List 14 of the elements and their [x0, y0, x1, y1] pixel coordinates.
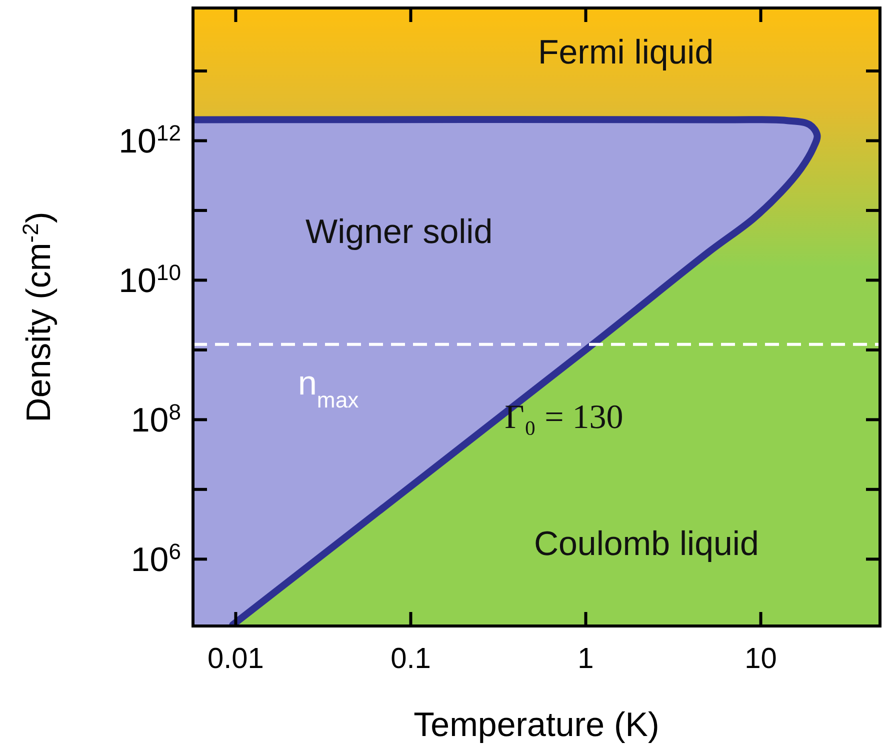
x-tick-label: 0.01 [208, 643, 264, 675]
annotation: Fermi liquid [538, 34, 714, 72]
y-tick-label: 10$^{8}$ [130, 399, 181, 440]
x-tick-label: 10 [744, 643, 777, 675]
ref-line-label: n$_{max}$ [298, 364, 359, 412]
annotation: Γ₀ = 130 [504, 399, 624, 436]
x-tick-label: 1 [578, 643, 594, 675]
y-tick-label: 10$^{6}$ [130, 538, 181, 580]
x-tick-label: 0.1 [390, 643, 431, 675]
annotation: Coulomb liquid [534, 524, 759, 563]
annotation: Wigner solid [306, 212, 493, 251]
y-tick-label: 10$^{12}$ [118, 120, 181, 161]
y-tick-label: 10$^{10}$ [118, 260, 181, 300]
x-axis-title: Temperature (K) [414, 706, 660, 744]
